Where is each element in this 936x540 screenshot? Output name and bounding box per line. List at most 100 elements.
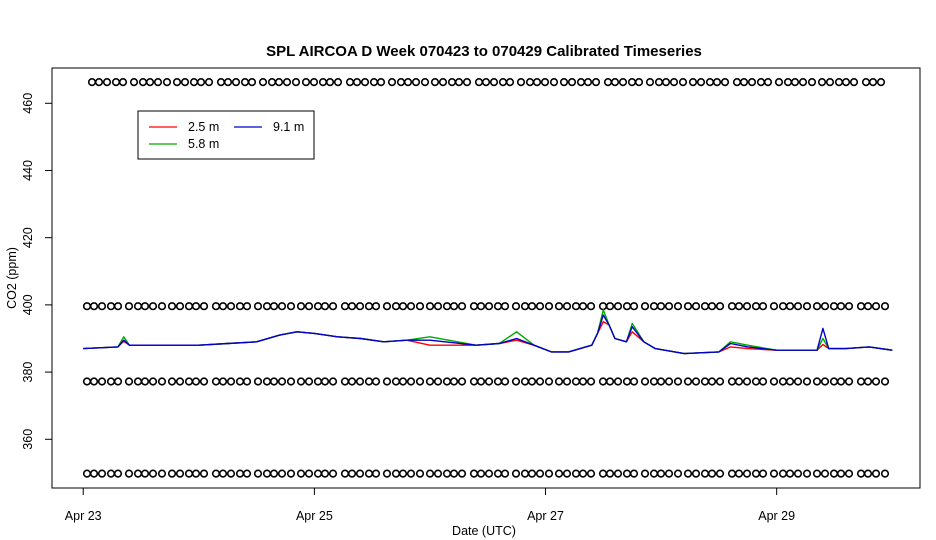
y-axis-label: CO2 (ppm) (5, 247, 19, 309)
flag-marker (371, 377, 381, 386)
flag-marker (649, 469, 659, 478)
flag-marker (544, 377, 554, 386)
flag-marker (364, 377, 374, 386)
flag-marker (282, 77, 292, 87)
flag-marker (89, 377, 99, 386)
flag-marker (705, 77, 715, 87)
flag-marker (707, 377, 717, 386)
flag-marker (347, 377, 357, 386)
flag-marker (449, 377, 459, 386)
flag-marker (535, 302, 545, 311)
flag-marker (457, 377, 467, 386)
flag-marker (673, 302, 683, 311)
flag-marker (829, 302, 839, 311)
flag-marker (340, 377, 350, 386)
flag-marker (707, 302, 717, 311)
flag-marker (793, 377, 803, 386)
flag-marker (812, 377, 822, 386)
flag-marker (262, 469, 272, 478)
flag-marker (226, 469, 236, 478)
flag-marker (549, 77, 559, 87)
flag-marker (489, 77, 499, 87)
flag-marker (691, 469, 701, 478)
flag-marker (683, 302, 693, 311)
flag-marker (253, 302, 263, 311)
flag-marker (622, 302, 632, 311)
flag-marker (785, 302, 795, 311)
flag-marker (727, 377, 737, 386)
flag-marker (783, 77, 793, 87)
flag-marker (727, 302, 737, 311)
flag-marker (511, 469, 521, 478)
flag-marker (296, 377, 306, 386)
flag-marker (425, 469, 435, 478)
flag-marker (576, 77, 586, 87)
x-axis-label: Date (UTC) (452, 524, 516, 538)
flag-marker (369, 77, 379, 87)
flag-marker (520, 469, 530, 478)
x-tick-label: Apr 27 (527, 509, 564, 523)
flag-marker (476, 302, 486, 311)
flag-marker (700, 469, 710, 478)
flag-marker (191, 377, 201, 386)
flag-marker (751, 469, 761, 478)
flag-marker (328, 302, 338, 311)
flag-marker (849, 77, 859, 87)
flag-marker (269, 469, 279, 478)
flag-marker (111, 77, 121, 87)
flag-marker (328, 377, 338, 386)
flag-marker (162, 77, 172, 87)
flag-marker (140, 302, 150, 311)
flag-marker (97, 302, 107, 311)
flag-marker (442, 377, 452, 386)
flag-marker (834, 77, 844, 87)
flag-marker (242, 377, 252, 386)
flag-marker (106, 377, 116, 386)
flag-marker (82, 377, 92, 386)
flag-marker (836, 469, 846, 478)
flag-marker (242, 469, 252, 478)
flag-marker (769, 302, 779, 311)
flag-marker (634, 77, 644, 87)
flag-marker (836, 302, 846, 311)
flag-marker (347, 302, 357, 311)
flag-marker (406, 302, 416, 311)
series-line-5-8-m (83, 309, 893, 355)
flag-marker (211, 377, 221, 386)
flag-marker (613, 469, 623, 478)
legend-label: 9.1 m (273, 120, 304, 134)
flag-marker (97, 469, 107, 478)
flag-marker (535, 377, 545, 386)
flag-marker (97, 377, 107, 386)
flag-marker (640, 377, 650, 386)
flag-marker (520, 302, 530, 311)
flag-marker (829, 469, 839, 478)
flag-marker (387, 77, 397, 87)
flag-marker (649, 302, 659, 311)
flag-marker (320, 469, 330, 478)
flag-marker (613, 302, 623, 311)
legend-label: 5.8 m (188, 137, 219, 151)
x-tick-label: Apr 29 (758, 509, 795, 523)
flag-marker (493, 377, 503, 386)
flag-marker (820, 469, 830, 478)
legend: 2.5 m 5.8 m 9.1 m (137, 110, 315, 160)
flag-marker (871, 469, 881, 478)
y-tick-label: 400 (21, 294, 35, 315)
flag-marker (391, 469, 401, 478)
flag-marker (145, 77, 155, 87)
flag-marker (269, 302, 279, 311)
flag-marker (817, 77, 827, 87)
flag-marker (844, 377, 854, 386)
flag-marker (355, 377, 365, 386)
flag-marker (586, 469, 596, 478)
flag-marker (691, 302, 701, 311)
flag-marker (856, 377, 866, 386)
flag-marker (836, 377, 846, 386)
flag-marker (769, 469, 779, 478)
flag-marker (654, 77, 664, 87)
flag-marker (747, 77, 757, 87)
flag-marker (649, 377, 659, 386)
flag-marker (868, 77, 878, 87)
flag-marker (267, 77, 277, 87)
